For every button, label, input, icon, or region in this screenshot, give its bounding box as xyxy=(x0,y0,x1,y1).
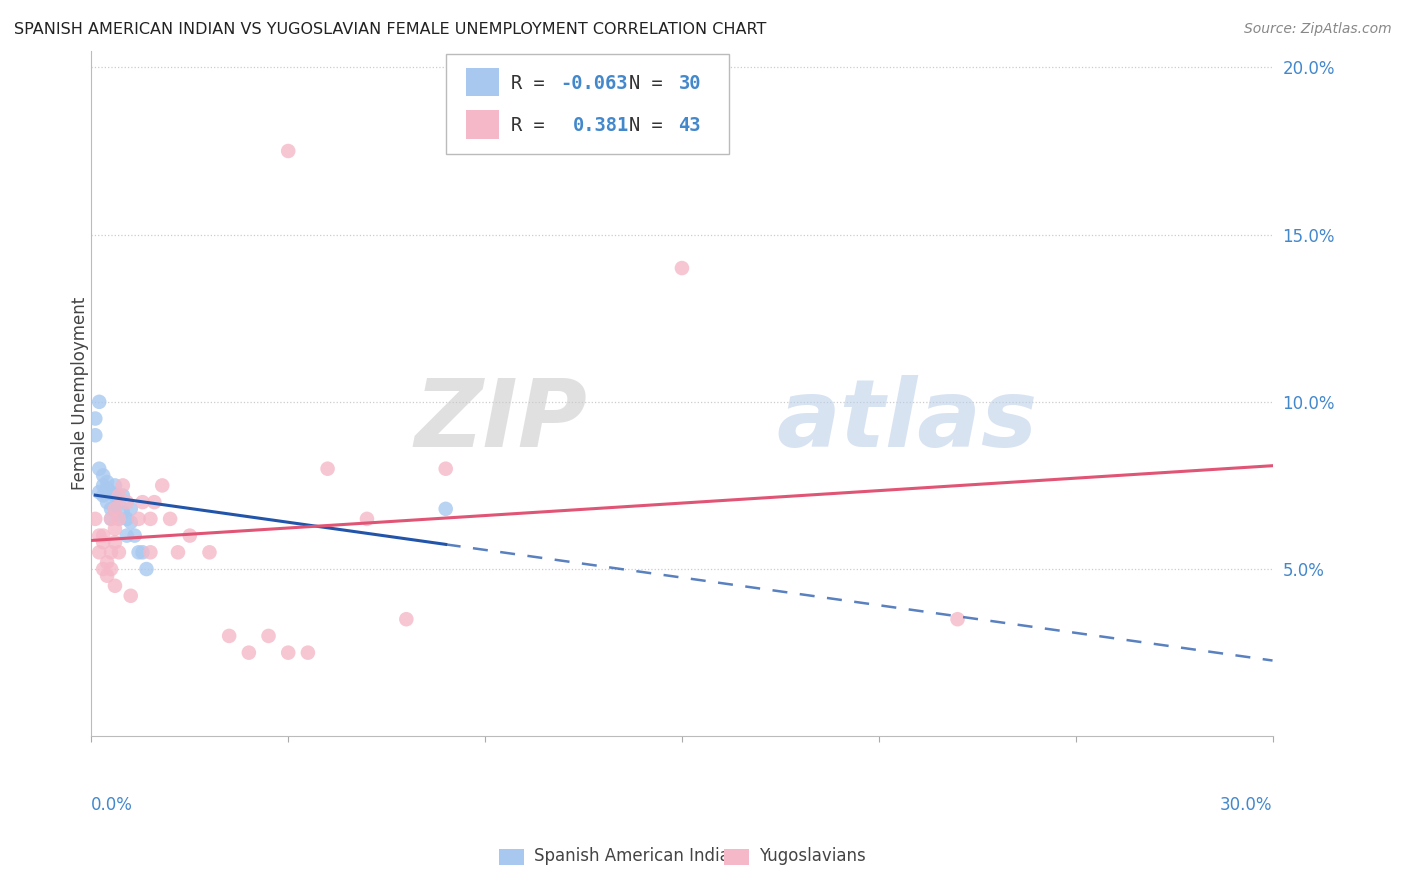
Text: atlas: atlas xyxy=(776,375,1038,467)
Point xyxy=(179,528,201,542)
Point xyxy=(115,495,138,509)
Point xyxy=(108,495,131,509)
Point xyxy=(96,475,118,489)
Point xyxy=(111,505,134,519)
Point xyxy=(104,535,127,549)
Point xyxy=(198,545,221,559)
Text: 43: 43 xyxy=(679,116,702,135)
Point xyxy=(100,485,122,500)
Point xyxy=(108,545,131,559)
Point xyxy=(434,501,457,516)
Point xyxy=(96,482,118,496)
Point xyxy=(395,612,418,626)
Text: N =: N = xyxy=(628,116,673,135)
Point xyxy=(671,261,693,276)
Point xyxy=(89,528,111,542)
Point xyxy=(128,512,150,526)
Point xyxy=(159,512,181,526)
Point xyxy=(91,488,114,502)
Text: SPANISH AMERICAN INDIAN VS YUGOSLAVIAN FEMALE UNEMPLOYMENT CORRELATION CHART: SPANISH AMERICAN INDIAN VS YUGOSLAVIAN F… xyxy=(14,22,766,37)
Point xyxy=(96,568,118,582)
Text: Spanish American Indians: Spanish American Indians xyxy=(534,847,749,865)
Text: N =: N = xyxy=(628,74,673,93)
Point xyxy=(316,461,339,475)
Point xyxy=(100,562,122,576)
Point xyxy=(131,495,153,509)
Point xyxy=(238,646,260,660)
Bar xyxy=(465,111,499,139)
Point xyxy=(104,522,127,536)
Point xyxy=(139,545,162,559)
Point xyxy=(100,545,122,559)
Point xyxy=(111,488,134,502)
Point xyxy=(218,629,240,643)
Point xyxy=(100,501,122,516)
Point xyxy=(84,411,107,425)
Text: 0.381: 0.381 xyxy=(574,116,630,135)
Point xyxy=(104,488,127,502)
Point xyxy=(277,144,299,158)
Point xyxy=(277,646,299,660)
Point xyxy=(91,478,114,492)
Text: 30.0%: 30.0% xyxy=(1220,797,1272,814)
Point xyxy=(124,528,146,542)
Point xyxy=(108,512,131,526)
Point xyxy=(104,478,127,492)
Point xyxy=(84,512,107,526)
Point xyxy=(91,528,114,542)
Point xyxy=(167,545,190,559)
Point xyxy=(89,485,111,500)
Text: ZIP: ZIP xyxy=(415,375,588,467)
Text: Source: ZipAtlas.com: Source: ZipAtlas.com xyxy=(1244,22,1392,37)
Point xyxy=(91,535,114,549)
Text: R =: R = xyxy=(510,74,555,93)
Point xyxy=(111,478,134,492)
Point xyxy=(91,468,114,483)
Bar xyxy=(465,68,499,96)
Point xyxy=(946,612,969,626)
Text: Yugoslavians: Yugoslavians xyxy=(759,847,866,865)
Point xyxy=(104,501,127,516)
Point xyxy=(96,495,118,509)
Text: 0.0%: 0.0% xyxy=(91,797,134,814)
Text: 30: 30 xyxy=(679,74,702,93)
Point xyxy=(108,488,131,502)
Point xyxy=(434,461,457,475)
Text: R =: R = xyxy=(510,116,567,135)
Point xyxy=(115,512,138,526)
Point xyxy=(96,555,118,569)
Point xyxy=(139,512,162,526)
Point xyxy=(84,428,107,442)
Point xyxy=(356,512,378,526)
Point xyxy=(143,495,166,509)
Point xyxy=(120,501,142,516)
Point xyxy=(89,545,111,559)
Point xyxy=(89,461,111,475)
Point xyxy=(297,646,319,660)
Point xyxy=(108,512,131,526)
Point xyxy=(150,478,173,492)
Point xyxy=(257,629,280,643)
Point xyxy=(100,512,122,526)
Text: -0.063: -0.063 xyxy=(560,74,628,93)
Point xyxy=(91,562,114,576)
Y-axis label: Female Unemployment: Female Unemployment xyxy=(72,297,89,490)
Point xyxy=(89,394,111,409)
FancyBboxPatch shape xyxy=(446,54,730,153)
Point xyxy=(100,512,122,526)
Point xyxy=(120,515,142,529)
Point xyxy=(104,501,127,516)
Point xyxy=(131,545,153,559)
Point xyxy=(120,589,142,603)
Point xyxy=(135,562,157,576)
Point xyxy=(104,579,127,593)
Point xyxy=(115,528,138,542)
Point xyxy=(128,545,150,559)
